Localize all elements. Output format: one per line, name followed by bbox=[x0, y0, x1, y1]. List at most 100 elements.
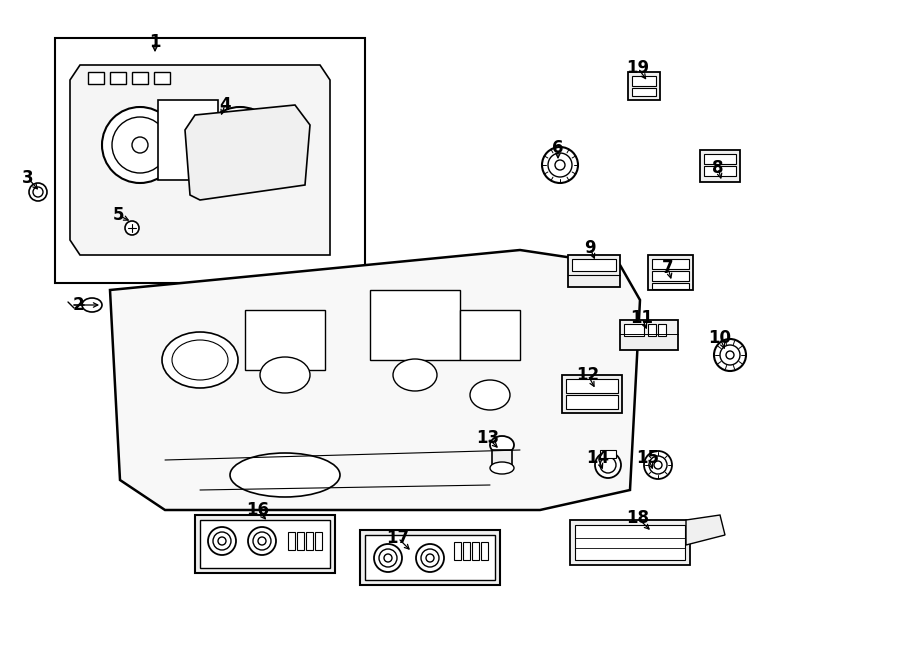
Circle shape bbox=[29, 183, 47, 201]
Text: 3: 3 bbox=[22, 169, 34, 187]
Bar bbox=[572, 259, 616, 271]
Text: 16: 16 bbox=[247, 501, 269, 519]
Circle shape bbox=[595, 452, 621, 478]
Text: 1: 1 bbox=[149, 33, 161, 51]
Bar bbox=[158, 100, 218, 180]
Circle shape bbox=[132, 137, 148, 153]
Circle shape bbox=[720, 345, 740, 365]
Bar bbox=[648, 324, 656, 336]
Ellipse shape bbox=[82, 298, 102, 312]
Circle shape bbox=[649, 456, 667, 474]
Circle shape bbox=[542, 147, 578, 183]
Ellipse shape bbox=[393, 359, 437, 391]
Circle shape bbox=[248, 527, 276, 555]
Circle shape bbox=[125, 221, 139, 235]
Circle shape bbox=[548, 153, 572, 177]
Text: 9: 9 bbox=[584, 239, 596, 257]
Circle shape bbox=[426, 554, 434, 562]
Bar bbox=[700, 150, 740, 182]
Circle shape bbox=[654, 461, 662, 469]
Bar bbox=[288, 532, 295, 550]
Circle shape bbox=[232, 137, 248, 153]
Bar bbox=[481, 542, 488, 560]
Text: 19: 19 bbox=[626, 59, 650, 77]
Bar bbox=[297, 532, 304, 550]
Ellipse shape bbox=[172, 340, 228, 380]
Circle shape bbox=[213, 532, 231, 550]
Text: 10: 10 bbox=[708, 329, 732, 347]
Circle shape bbox=[112, 117, 168, 173]
Bar bbox=[492, 450, 512, 468]
Polygon shape bbox=[70, 65, 330, 255]
Bar bbox=[566, 395, 618, 409]
Polygon shape bbox=[185, 105, 310, 200]
Bar bbox=[632, 88, 656, 96]
Bar bbox=[600, 450, 616, 458]
Text: 18: 18 bbox=[626, 509, 650, 527]
Bar bbox=[652, 283, 689, 289]
Bar bbox=[88, 72, 104, 84]
Text: 11: 11 bbox=[631, 309, 653, 327]
Circle shape bbox=[208, 527, 236, 555]
Circle shape bbox=[379, 549, 397, 567]
Bar bbox=[628, 72, 660, 100]
Bar bbox=[365, 535, 495, 580]
Text: 4: 4 bbox=[220, 96, 230, 114]
Ellipse shape bbox=[260, 357, 310, 393]
Circle shape bbox=[600, 457, 616, 473]
Polygon shape bbox=[110, 250, 640, 510]
Circle shape bbox=[726, 351, 734, 359]
Ellipse shape bbox=[490, 462, 514, 474]
Bar bbox=[154, 72, 170, 84]
Bar bbox=[620, 320, 678, 350]
Bar bbox=[463, 542, 470, 560]
Bar bbox=[460, 310, 520, 360]
Bar bbox=[570, 520, 690, 565]
Bar bbox=[132, 72, 148, 84]
Text: 6: 6 bbox=[553, 139, 563, 157]
Circle shape bbox=[253, 532, 271, 550]
Circle shape bbox=[384, 554, 392, 562]
Bar bbox=[454, 542, 461, 560]
Circle shape bbox=[212, 117, 268, 173]
Polygon shape bbox=[686, 515, 725, 545]
Bar bbox=[658, 324, 666, 336]
Circle shape bbox=[714, 339, 746, 371]
Bar bbox=[195, 515, 335, 573]
Text: 15: 15 bbox=[636, 449, 660, 467]
Bar bbox=[110, 72, 126, 84]
Circle shape bbox=[102, 107, 178, 183]
Text: 12: 12 bbox=[576, 366, 599, 384]
Bar bbox=[568, 255, 620, 287]
Circle shape bbox=[555, 160, 565, 170]
Circle shape bbox=[416, 544, 444, 572]
Bar bbox=[472, 542, 479, 560]
Ellipse shape bbox=[162, 332, 238, 388]
Bar bbox=[315, 532, 322, 550]
Bar bbox=[566, 379, 618, 393]
Bar bbox=[370, 290, 460, 360]
Circle shape bbox=[421, 549, 439, 567]
Bar bbox=[562, 375, 622, 413]
Bar bbox=[306, 532, 313, 550]
Bar bbox=[200, 520, 330, 568]
Text: 8: 8 bbox=[712, 159, 724, 177]
Ellipse shape bbox=[470, 380, 510, 410]
Circle shape bbox=[33, 187, 43, 197]
Text: 14: 14 bbox=[587, 449, 609, 467]
Text: 17: 17 bbox=[386, 529, 410, 547]
Bar bbox=[360, 530, 500, 585]
Bar bbox=[624, 324, 644, 336]
Ellipse shape bbox=[490, 436, 514, 454]
Bar bbox=[704, 154, 736, 164]
Text: 13: 13 bbox=[476, 429, 500, 447]
Circle shape bbox=[202, 107, 278, 183]
Circle shape bbox=[644, 451, 672, 479]
Bar bbox=[245, 310, 325, 370]
Bar bbox=[55, 38, 365, 283]
Ellipse shape bbox=[230, 453, 340, 497]
Bar bbox=[652, 271, 689, 281]
Circle shape bbox=[218, 537, 226, 545]
Bar bbox=[632, 76, 656, 86]
Bar bbox=[704, 166, 736, 176]
